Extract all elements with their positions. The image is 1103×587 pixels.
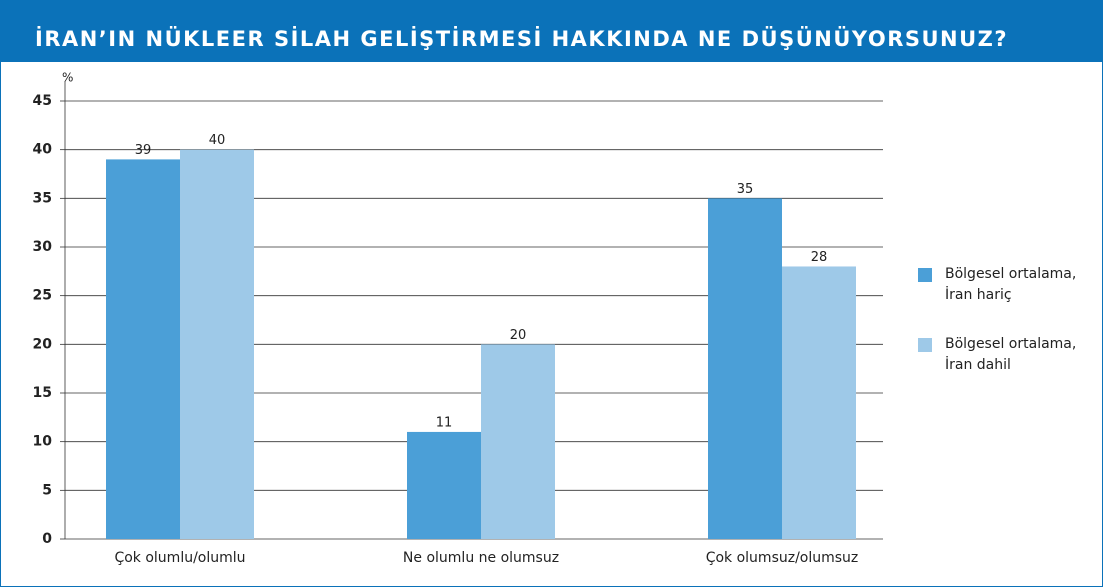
chart-title: İRAN’IN NÜKLEER SİLAH GELİŞTİRMESİ HAKKI…	[35, 26, 1008, 51]
x-tick-label: Çok olumsuz/olumsuz	[706, 550, 859, 566]
legend-swatch	[918, 338, 932, 352]
y-tick-label: 20	[33, 336, 53, 352]
data-label: 20	[510, 328, 527, 343]
y-tick-label: 15	[33, 385, 52, 401]
x-tick-label: Ne olumlu ne olumsuz	[403, 550, 559, 566]
data-label: 28	[811, 250, 828, 265]
y-tick-label: 25	[33, 288, 52, 304]
bar	[106, 159, 180, 539]
bar	[407, 431, 481, 539]
y-axis-label: %	[62, 71, 73, 85]
y-tick-label: 5	[42, 482, 52, 498]
bar	[180, 149, 254, 539]
bar	[708, 198, 782, 540]
legend-label: Bölgesel ortalama, İran hariç	[945, 266, 1077, 303]
y-tick-label: 40	[33, 142, 53, 158]
title-bar	[0, 0, 1103, 62]
y-tick-label: 30	[33, 239, 53, 255]
y-tick-label: 10	[33, 434, 53, 450]
data-label: 35	[737, 182, 754, 197]
data-label: 40	[209, 133, 226, 148]
data-label: 11	[436, 415, 453, 430]
x-tick-label: Çok olumlu/olumlu	[114, 550, 245, 566]
data-label: 39	[135, 143, 152, 158]
y-tick-label: 35	[33, 190, 52, 206]
bar	[782, 266, 856, 539]
y-tick-label: 0	[42, 531, 52, 547]
y-tick-label: 45	[33, 93, 52, 109]
legend-label: Bölgesel ortalama, İran dahil	[945, 336, 1077, 373]
bar	[481, 344, 555, 539]
legend-swatch	[918, 268, 932, 282]
